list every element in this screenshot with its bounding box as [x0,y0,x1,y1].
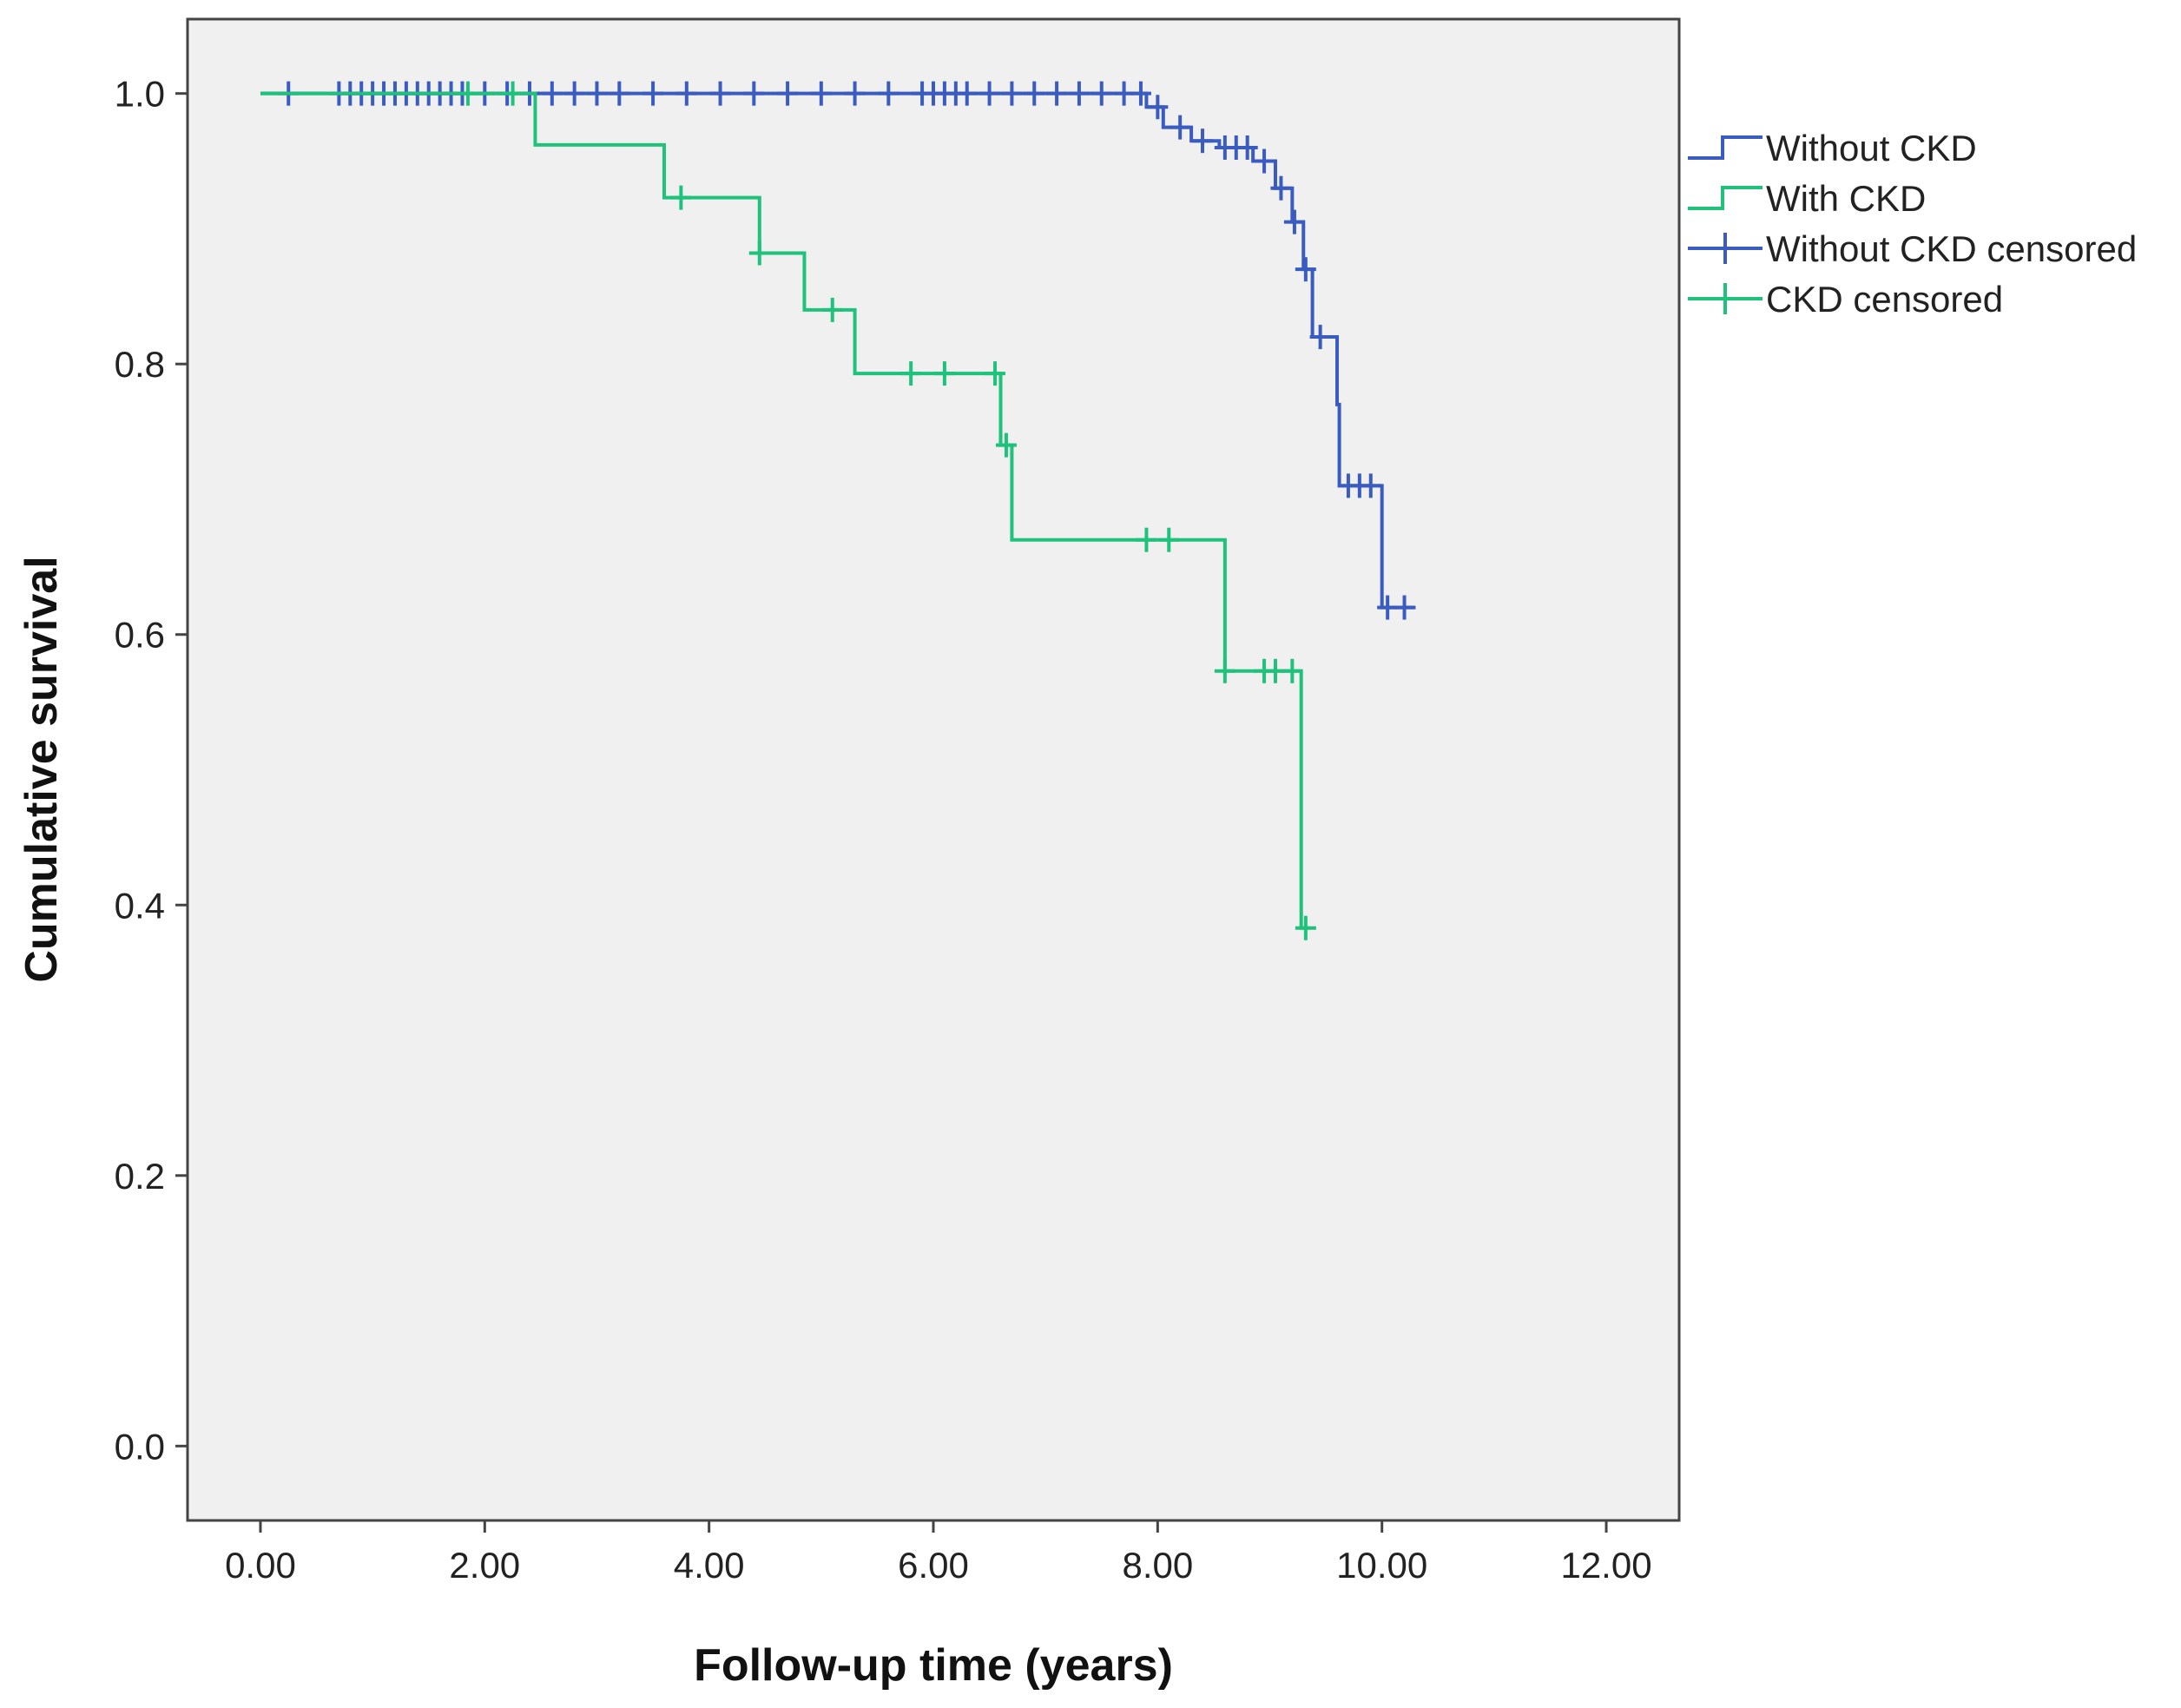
x-tick-label: 8.00 [1122,1545,1193,1586]
plot-area [186,17,1681,1522]
y-tick-label: 0.6 [115,615,165,656]
y-tick-label: 0.4 [115,885,165,926]
y-tick-label: 1.0 [115,74,165,115]
legend-label: With CKD [1766,178,1926,219]
x-tick-label: 10.00 [1336,1545,1427,1586]
legend-without-ckd-censored: Without CKD censored [1688,228,2137,269]
y-tick-label: 0.2 [115,1156,165,1197]
legend-with-ckd: With CKD [1688,178,1926,219]
x-axis-title: Follow-up time (years) [694,1640,1173,1691]
legend-label: Without CKD [1766,128,1977,168]
legend-without-ckd: Without CKD [1688,128,1977,168]
series-with-ckd [260,81,1316,940]
legend-step-swatch [1688,186,1763,210]
series-without-ckd [260,81,1416,620]
x-axis: 0.00 2.00 4.00 6.00 8.00 10.00 12.00 [225,1520,1652,1586]
y-tick-label: 0.0 [115,1426,165,1467]
legend-label: Without CKD censored [1766,228,2137,269]
y-tick-label: 0.8 [115,344,165,385]
series-layer [260,81,1416,940]
x-tick-label: 4.00 [674,1545,745,1586]
x-tick-label: 12.00 [1560,1545,1651,1586]
x-tick-label: 6.00 [898,1545,969,1586]
legend-label: CKD censored [1766,279,2003,320]
legend: Without CKD With CKD Without CKD censored C… [1688,128,2137,320]
x-tick-label: 2.00 [449,1545,520,1586]
survival-step-line [260,91,1309,930]
legend-ckd-censored: CKD censored [1688,279,2003,320]
legend-step-swatch [1688,135,1763,160]
y-axis: 0.0 0.2 0.4 0.6 0.8 1.0 [115,74,188,1467]
x-tick-label: 0.00 [225,1545,296,1586]
y-axis-title: Cumulative survival [16,556,67,982]
